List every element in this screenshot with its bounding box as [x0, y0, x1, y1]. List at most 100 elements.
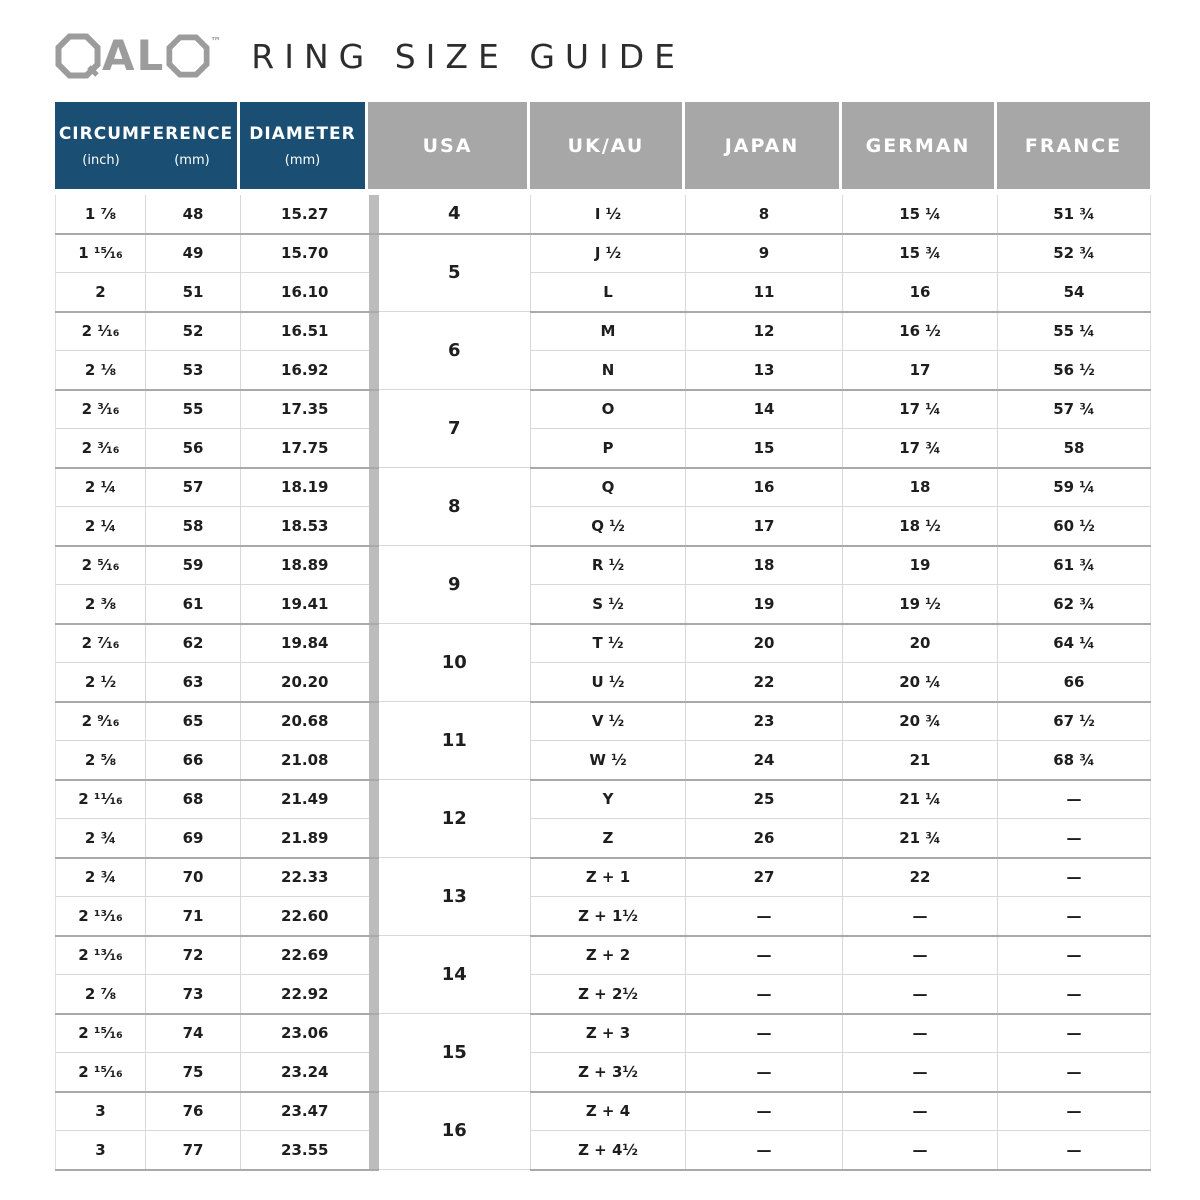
- german-size-cell: —: [842, 1130, 998, 1171]
- usa-size-cell: 13: [378, 857, 531, 936]
- circumference-inch-cell: 2 ¹⁵⁄₁₆: [55, 1052, 146, 1093]
- column-divider: [368, 662, 379, 703]
- header-unit-mm: (mm): [174, 152, 210, 168]
- circumference-mm-cell: 76: [145, 1091, 241, 1131]
- uk-au-size-cell: Q: [530, 467, 686, 507]
- uk-au-size-cell: Z + 4½: [530, 1130, 686, 1171]
- column-divider: [368, 818, 379, 859]
- japan-size-cell: 19: [685, 584, 843, 625]
- column-divider: [368, 428, 379, 469]
- usa-size-cell: 12: [378, 779, 531, 858]
- table-row: 2 ¹¹⁄₁₆ 68 21.49 12 Y 25 21 ¼ —: [55, 779, 1151, 858]
- german-size-cell: 20: [842, 623, 998, 663]
- circumference-inch-cell: 2 ¹³⁄₁₆: [55, 935, 146, 975]
- circumference-mm-cell: 53: [145, 350, 241, 391]
- circumference-inch-cell: 2 ³⁄₁₆: [55, 389, 146, 429]
- german-size-cell: 18 ½: [842, 506, 998, 547]
- japan-size-cell: —: [685, 896, 843, 937]
- table-row: 2 ⅛ 53 16.92 N 13 17 56 ½: [55, 350, 1151, 391]
- france-size-cell: —: [997, 1091, 1151, 1131]
- circumference-mm-cell: 61: [145, 584, 241, 625]
- column-divider: [368, 857, 379, 897]
- france-size-cell: 67 ½: [997, 701, 1151, 741]
- japan-size-cell: 22: [685, 662, 843, 703]
- usa-size-cell: 11: [378, 701, 531, 780]
- diameter-cell: 21.89: [240, 818, 369, 859]
- france-size-cell: 60 ½: [997, 506, 1151, 547]
- france-size-cell: 55 ¼: [997, 311, 1151, 351]
- column-divider: [368, 623, 379, 663]
- table-header-band: CIRCUMFERENCE (inch) (mm) DIAMETER (mm) …: [55, 102, 1150, 189]
- uk-au-size-cell: N: [530, 350, 686, 391]
- circumference-inch-cell: 3: [55, 1130, 146, 1171]
- diameter-cell: 18.89: [240, 545, 369, 585]
- circumference-inch-cell: 2 ¹⁵⁄₁₆: [55, 1013, 146, 1053]
- circumference-mm-cell: 69: [145, 818, 241, 859]
- circumference-inch-cell: 1 ⅞: [55, 195, 146, 235]
- usa-size-cell: 7: [378, 389, 531, 468]
- header-circumference: CIRCUMFERENCE (inch) (mm): [55, 102, 237, 189]
- german-size-cell: 18: [842, 467, 998, 507]
- japan-size-cell: 23: [685, 701, 843, 741]
- german-size-cell: 20 ¾: [842, 701, 998, 741]
- uk-au-size-cell: Q ½: [530, 506, 686, 547]
- japan-size-cell: —: [685, 1013, 843, 1053]
- table-row: 2 ⁷⁄₁₆ 62 19.84 10 T ½ 20 20 64 ¼: [55, 623, 1151, 702]
- column-divider: [368, 974, 379, 1015]
- france-size-cell: —: [997, 974, 1151, 1015]
- circumference-mm-cell: 71: [145, 896, 241, 937]
- column-divider: [368, 272, 379, 313]
- table-row: 2 ¼ 58 18.53 Q ½ 17 18 ½ 60 ½: [55, 506, 1151, 547]
- usa-size-cell: 14: [378, 935, 531, 1014]
- page-title: RING SIZE GUIDE: [251, 36, 686, 76]
- uk-au-size-cell: Z + 1½: [530, 896, 686, 937]
- table-row: 1 ¹⁵⁄₁₆ 49 15.70 5 J ½ 9 15 ¾ 52 ¾: [55, 233, 1151, 312]
- circumference-mm-cell: 75: [145, 1052, 241, 1093]
- usa-size-cell: 15: [378, 1013, 531, 1092]
- japan-size-cell: —: [685, 935, 843, 975]
- circumference-inch-cell: 2 ⅝: [55, 740, 146, 781]
- uk-au-size-cell: W ½: [530, 740, 686, 781]
- usa-size-cell: 8: [378, 467, 531, 546]
- diameter-cell: 16.92: [240, 350, 369, 391]
- circumference-inch-cell: 2 ⅛: [55, 350, 146, 391]
- japan-size-cell: —: [685, 1091, 843, 1131]
- column-divider: [368, 740, 379, 781]
- diameter-cell: 20.68: [240, 701, 369, 741]
- header-diameter-unit: (mm): [284, 152, 321, 168]
- france-size-cell: —: [997, 779, 1151, 819]
- france-size-cell: 68 ¾: [997, 740, 1151, 781]
- german-size-cell: 15 ¾: [842, 233, 998, 273]
- table-row: 2 ¾ 70 22.33 13 Z + 1 27 22—: [55, 857, 1151, 936]
- german-size-cell: 17 ¾: [842, 428, 998, 469]
- table-row: 2 ¹⁵⁄₁₆ 74 23.06 15 Z + 3— — —: [55, 1013, 1151, 1092]
- france-size-cell: —: [997, 1130, 1151, 1171]
- german-size-cell: —: [842, 1052, 998, 1093]
- german-size-cell: 20 ¼: [842, 662, 998, 703]
- japan-size-cell: 14: [685, 389, 843, 429]
- table-row: 2 ½ 63 20.20 U ½ 22 20 ¼ 66: [55, 662, 1151, 703]
- column-divider: [368, 195, 379, 235]
- column-divider: [368, 935, 379, 975]
- diameter-cell: 16.10: [240, 272, 369, 313]
- table-row: 2 51 16.10 L 11 16 54: [55, 272, 1151, 313]
- uk-au-size-cell: Y: [530, 779, 686, 819]
- japan-size-cell: —: [685, 1052, 843, 1093]
- header-france: FRANCE: [997, 102, 1150, 189]
- diameter-cell: 23.47: [240, 1091, 369, 1131]
- japan-size-cell: 15: [685, 428, 843, 469]
- diameter-cell: 17.35: [240, 389, 369, 429]
- uk-au-size-cell: Z: [530, 818, 686, 859]
- circumference-inch-cell: 2 ⅞: [55, 974, 146, 1015]
- circumference-inch-cell: 2 ¹⁄₁₆: [55, 311, 146, 351]
- diameter-cell: 21.08: [240, 740, 369, 781]
- uk-au-size-cell: P: [530, 428, 686, 469]
- circumference-inch-cell: 2 ⁷⁄₁₆: [55, 623, 146, 663]
- german-size-cell: 22: [842, 857, 998, 897]
- diameter-cell: 23.06: [240, 1013, 369, 1053]
- usa-size-cell: 6: [378, 311, 531, 390]
- circumference-mm-cell: 63: [145, 662, 241, 703]
- circumference-mm-cell: 77: [145, 1130, 241, 1171]
- japan-size-cell: 25: [685, 779, 843, 819]
- table-row: 2 ¾ 69 21.89 Z 26 21 ¾ —: [55, 818, 1151, 859]
